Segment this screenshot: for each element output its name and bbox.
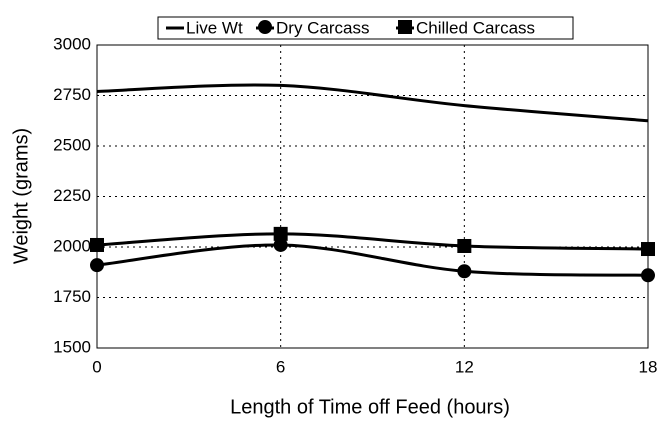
y-tick-label: 2750 bbox=[53, 85, 91, 104]
x-axis-title: Length of Time off Feed (hours) bbox=[230, 396, 510, 418]
data-point bbox=[457, 264, 472, 279]
y-tick-label: 3000 bbox=[53, 34, 91, 53]
x-tick-label: 18 bbox=[639, 357, 658, 376]
legend-marker bbox=[398, 20, 412, 34]
data-point bbox=[90, 237, 104, 252]
series-line bbox=[96, 83, 649, 123]
legend-label: Chilled Carcass bbox=[416, 18, 535, 37]
legend-label: Dry Carcass bbox=[276, 18, 370, 37]
data-point bbox=[641, 268, 655, 283]
data-point bbox=[90, 258, 104, 273]
legend-marker bbox=[258, 20, 272, 34]
data-point bbox=[273, 237, 288, 252]
data-point bbox=[273, 226, 288, 241]
y-tick-label: 2000 bbox=[53, 236, 91, 255]
y-tick-label: 1500 bbox=[53, 337, 91, 356]
series-line bbox=[96, 232, 649, 251]
y-tick-label: 1750 bbox=[53, 287, 91, 306]
y-tick-label: 2500 bbox=[53, 135, 91, 154]
data-point bbox=[457, 238, 472, 253]
plot-border bbox=[96, 44, 649, 349]
y-tick-label: 2250 bbox=[53, 186, 91, 205]
x-tick-label: 6 bbox=[276, 357, 285, 376]
y-axis-title: Weight (grams) bbox=[10, 128, 32, 264]
x-tick-label: 12 bbox=[455, 357, 474, 376]
x-tick-label: 0 bbox=[92, 357, 101, 376]
series-line bbox=[96, 243, 649, 277]
legend-label: Live Wt bbox=[186, 18, 243, 37]
data-point bbox=[641, 242, 655, 257]
